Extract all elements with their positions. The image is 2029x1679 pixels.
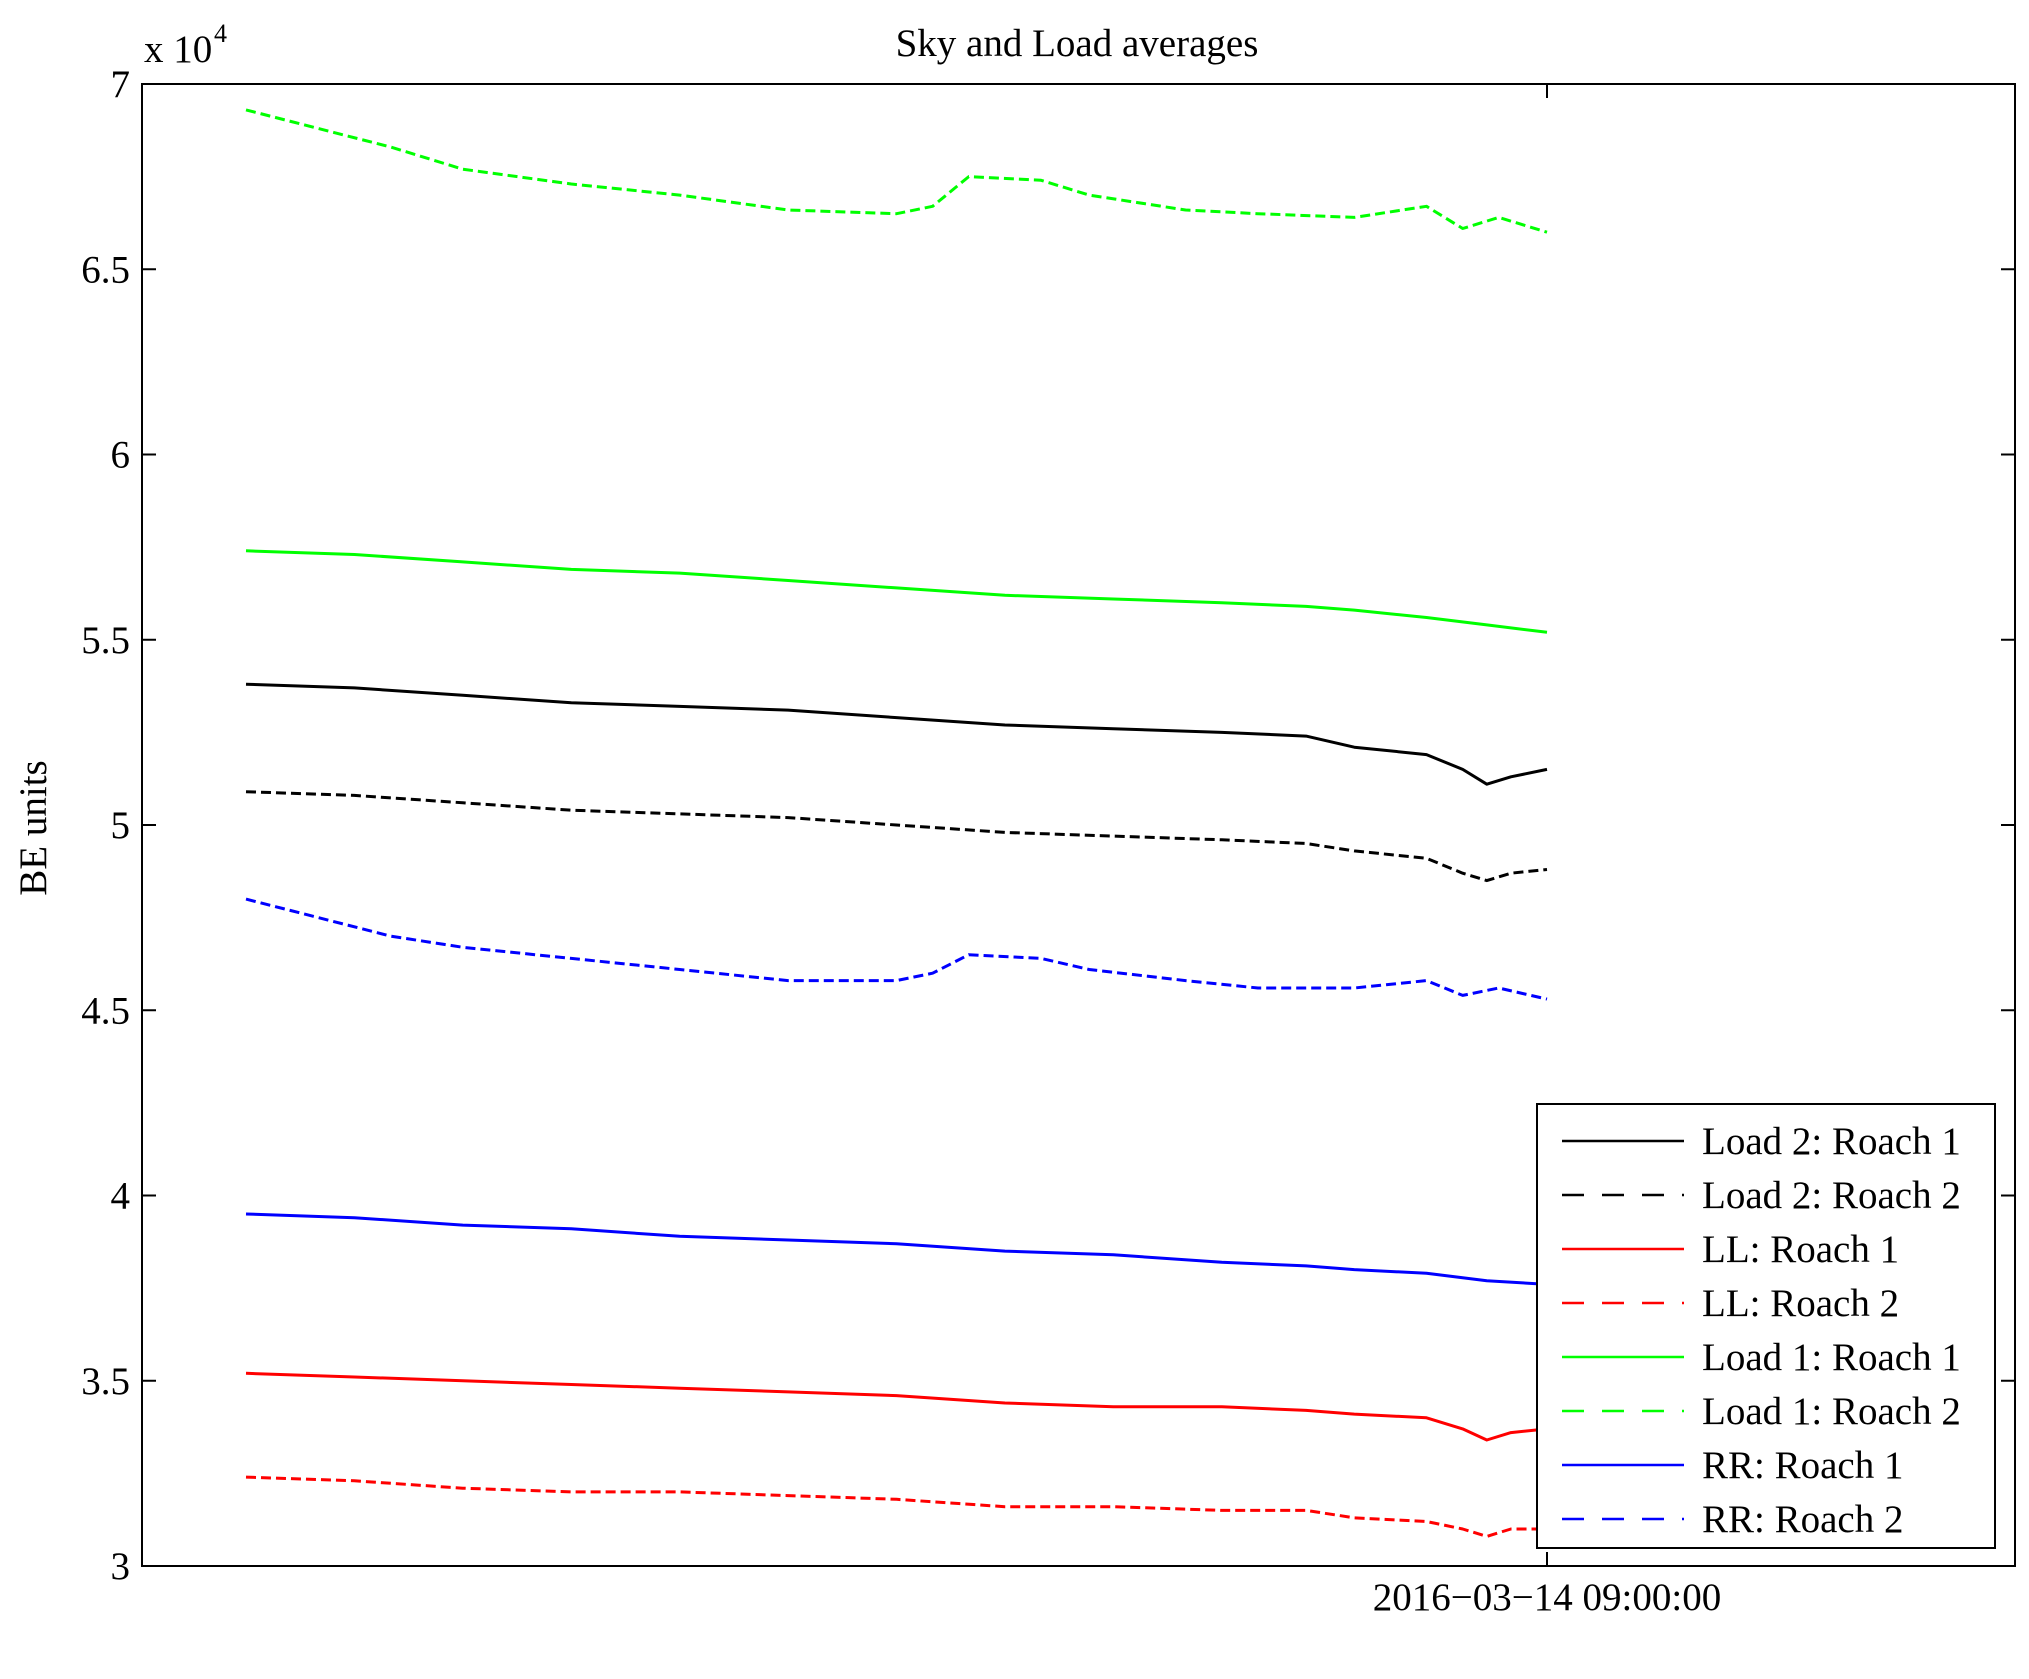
- legend-label: Load 1: Roach 1: [1702, 1336, 1961, 1379]
- x-ticks: 2016−03−14 09:00:00: [1373, 84, 1721, 1619]
- x-tick-label: 2016−03−14 09:00:00: [1373, 1576, 1721, 1619]
- series-line-load-1-roach-1: [245, 549, 1548, 634]
- y-tick-label: 4: [111, 1175, 131, 1218]
- legend: Load 2: Roach 1 Load 2: Roach 2 LL: Roach …: [1536, 1103, 1996, 1549]
- legend-box: [1536, 1103, 1996, 1549]
- series-line-rr-roach-1: [245, 1212, 1548, 1286]
- series-line-rr-roach-2: [245, 897, 1548, 1001]
- legend-label: LL: Roach 2: [1702, 1282, 1899, 1325]
- y-tick-label: 6: [111, 434, 131, 477]
- series-line-load-1-roach-2: [245, 108, 1548, 234]
- series-layer: [245, 108, 1548, 1538]
- legend-label: Load 1: Roach 2: [1702, 1390, 1961, 1433]
- y-exponent-power: 4: [214, 19, 227, 48]
- series-line-load-2-roach-1: [245, 682, 1548, 786]
- y-tick-label: 5: [111, 804, 131, 847]
- legend-label: Load 2: Roach 1: [1702, 1120, 1961, 1163]
- y-tick-label: 6.5: [81, 248, 130, 291]
- y-ticks: 3 3.5 4 4.5 5 5.5 6 6.5 7: [81, 63, 2015, 1588]
- legend-label: LL: Roach 1: [1702, 1228, 1899, 1271]
- series-line-load-2-roach-2: [245, 790, 1548, 883]
- y-tick-label: 3: [111, 1545, 131, 1588]
- legend-label: RR: Roach 2: [1702, 1498, 1904, 1541]
- legend-items: Load 2: Roach 1 Load 2: Roach 2 LL: Roach …: [1562, 1120, 1961, 1541]
- chart-title: Sky and Load averages: [896, 22, 1259, 65]
- y-tick-label: 3.5: [81, 1360, 130, 1403]
- y-axis-label: BE units: [12, 760, 55, 895]
- plot-area-frame: [141, 83, 2016, 1567]
- series-line-ll-roach-2: [245, 1475, 1547, 1538]
- y-tick-label: 5.5: [81, 619, 130, 662]
- series-line-ll-roach-1: [245, 1371, 1548, 1442]
- legend-label: Load 2: Roach 2: [1702, 1174, 1961, 1217]
- legend-label: RR: Roach 1: [1702, 1444, 1904, 1487]
- y-tick-label: 4.5: [81, 989, 130, 1032]
- y-exponent-label: x 10: [144, 28, 212, 71]
- y-tick-label: 7: [111, 63, 131, 106]
